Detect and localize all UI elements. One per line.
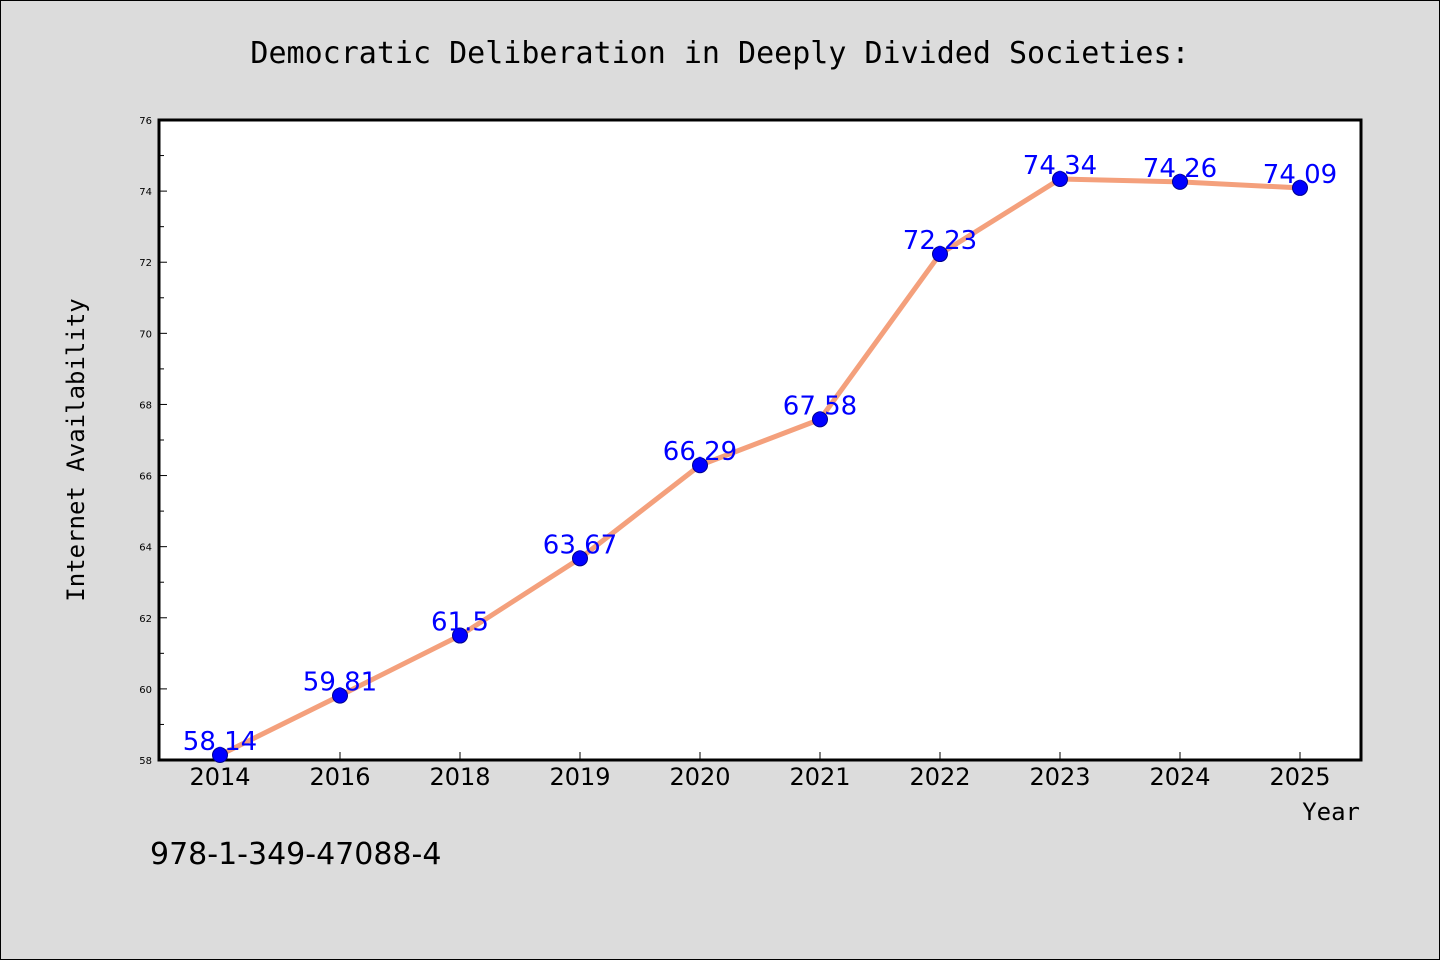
data-point (332, 687, 348, 704)
y-tick-label: 64 (139, 543, 152, 554)
data-point (452, 627, 468, 644)
x-axis: 2014 2016 2018 2019 2020 2021 2022 2023 2024 2025 (189, 752, 1331, 791)
data-label: 74.09 (1263, 160, 1337, 190)
x-tick-label: 2023 (1029, 763, 1090, 791)
data-label: 58.14 (183, 727, 257, 757)
x-tick-label: 2016 (309, 763, 370, 791)
x-tick-label: 2024 (1149, 763, 1210, 791)
y-tick-label: 60 (139, 685, 152, 696)
y-tick-label: 68 (139, 400, 152, 411)
x-tick-label: 2019 (549, 763, 610, 791)
x-tick-label: 2014 (189, 763, 250, 791)
series-path (217, 176, 1303, 758)
y-axis: 58 60 62 64 66 68 70 72 74 76 (139, 116, 167, 767)
x-tick-label: 2018 (429, 763, 490, 791)
y-tick-label: 74 (139, 187, 152, 198)
data-point (572, 550, 588, 567)
y-tick-label: 66 (139, 472, 152, 483)
data-label: 74.34 (1023, 151, 1097, 181)
data-point (212, 747, 228, 764)
data-label: 63.67 (543, 530, 617, 560)
isbn-text: 978-1-349-47088-4 (150, 837, 441, 872)
y-tick-label: 58 (139, 756, 152, 767)
data-label: 74.26 (1143, 154, 1217, 184)
y-tick-label: 62 (139, 614, 152, 625)
data-point (812, 411, 828, 428)
data-point (932, 246, 948, 263)
data-point (1292, 179, 1308, 196)
x-tick-label: 2021 (789, 763, 850, 791)
chart-title: Democratic Deliberation in Deeply Divide… (250, 36, 1189, 71)
data-point (1172, 173, 1188, 190)
y-tick-label: 76 (139, 116, 152, 127)
data-point (1052, 171, 1068, 188)
y-tick-label: 70 (139, 329, 152, 340)
data-label: 61.5 (431, 608, 489, 638)
data-label: 66.29 (663, 437, 737, 467)
data-label: 67.58 (783, 391, 857, 421)
x-tick-label: 2022 (909, 763, 970, 791)
data-label: 72.23 (903, 226, 977, 256)
data-labels: 58.14 59.81 61.5 63.67 66.29 67.58 72.23 74.34 7… (183, 151, 1337, 757)
data-label: 59.81 (303, 668, 377, 698)
y-tick-label: 72 (139, 258, 152, 269)
series-markers (212, 171, 1308, 764)
x-tick-label: 2020 (669, 763, 730, 791)
data-point (692, 457, 708, 474)
x-axis-label: Year (1302, 798, 1360, 826)
x-tick-label: 2025 (1269, 763, 1330, 791)
y-axis-label: Internet Availability (62, 298, 90, 601)
series-line (217, 176, 1303, 758)
